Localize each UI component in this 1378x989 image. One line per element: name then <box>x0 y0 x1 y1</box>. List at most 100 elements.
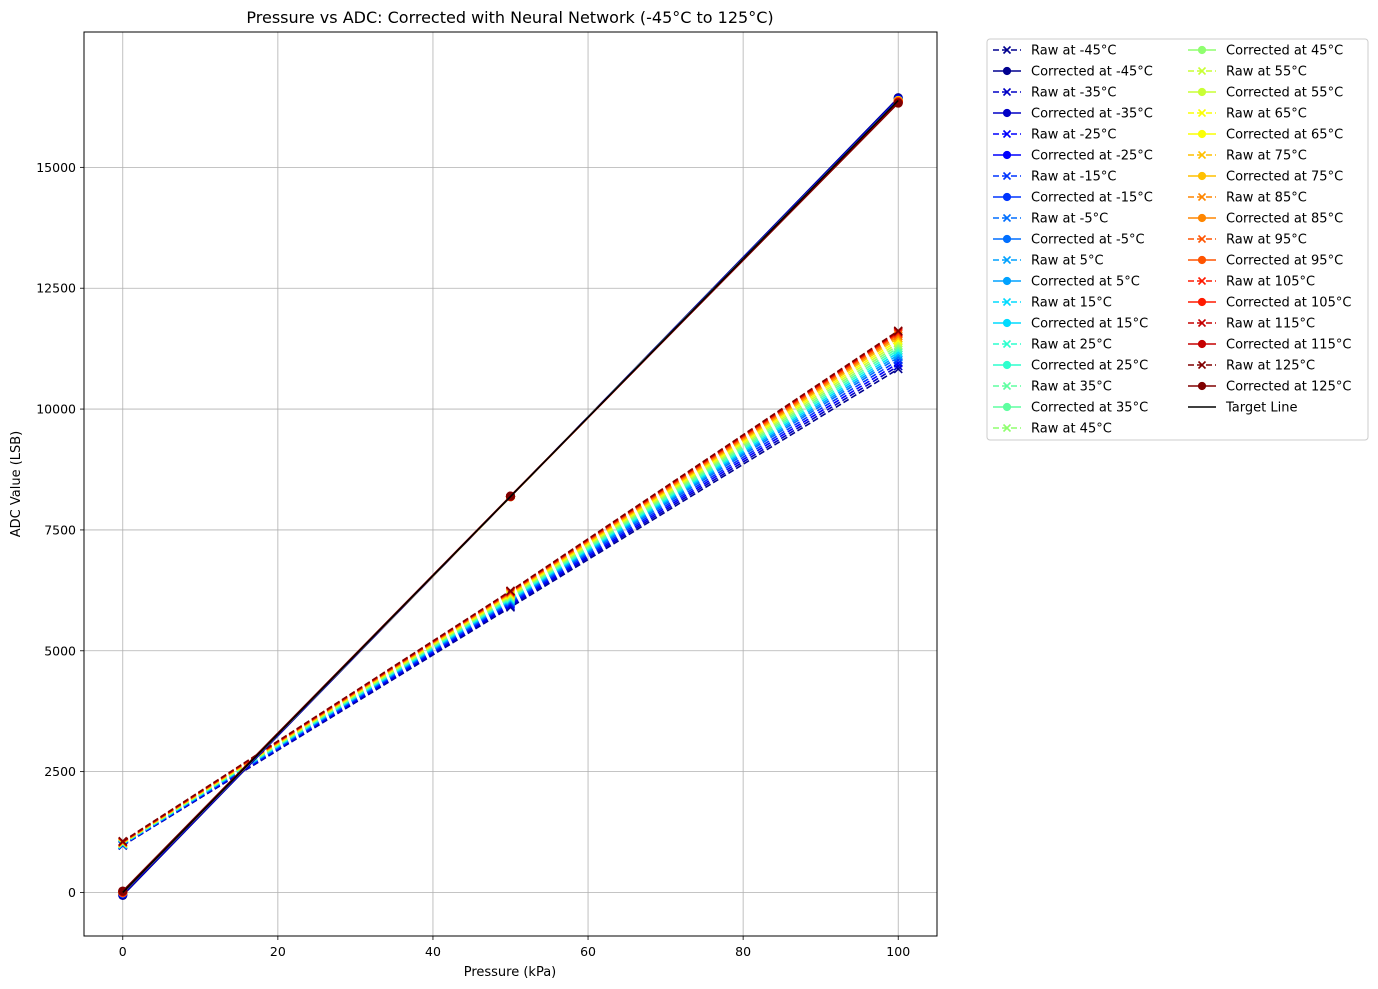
legend-item: Corrected at 5°C <box>993 275 1140 290</box>
chart-title: Pressure vs ADC: Corrected with Neural N… <box>246 8 773 27</box>
legend-frame <box>986 38 1369 441</box>
circle-marker <box>1197 255 1207 265</box>
series-raw <box>118 326 903 846</box>
legend-label: Corrected at -15°C <box>1031 191 1153 206</box>
legend-label: Corrected at 35°C <box>1031 401 1148 416</box>
x-marker <box>1002 381 1012 391</box>
circle-marker <box>1197 297 1207 307</box>
series-line <box>122 330 899 842</box>
y-tick-label: 5000 <box>44 643 76 658</box>
legend-item: Corrected at 25°C <box>993 359 1148 374</box>
x-marker <box>893 326 903 336</box>
x-marker <box>1002 129 1012 139</box>
legend-item: Raw at -35°C <box>993 86 1116 101</box>
legend-item: Raw at 55°C <box>1188 65 1307 80</box>
legend-label: Corrected at -35°C <box>1031 107 1153 122</box>
legend-item: Corrected at 15°C <box>993 317 1148 332</box>
legend-label: Corrected at 75°C <box>1226 170 1343 185</box>
x-tick-label: 40 <box>425 944 441 959</box>
grid-lines <box>84 32 937 936</box>
x-axis: 0 20 40 60 80 100 <box>119 936 910 959</box>
circle-marker <box>1197 339 1207 349</box>
plot-series <box>118 93 903 900</box>
y-tick-label: 10000 <box>36 402 76 417</box>
x-tick-label: 20 <box>270 944 286 959</box>
legend-label: Raw at 115°C <box>1226 317 1315 332</box>
x-marker <box>1197 192 1207 202</box>
legend-label: Corrected at 115°C <box>1226 338 1351 353</box>
circle-marker <box>893 98 903 108</box>
legend-item: Corrected at 65°C <box>1188 128 1343 143</box>
legend-item: Raw at 105°C <box>1188 275 1315 290</box>
x-marker <box>1002 87 1012 97</box>
x-marker <box>505 586 516 596</box>
circle-marker <box>1197 87 1207 97</box>
legend-item: Corrected at 115°C <box>1188 338 1351 353</box>
x-marker <box>1002 255 1012 265</box>
legend-item: Raw at 95°C <box>1188 233 1307 248</box>
y-axis-label: ADC Value (LSB) <box>9 431 24 538</box>
legend-item: Corrected at -25°C <box>993 149 1153 164</box>
circle-marker <box>118 886 128 896</box>
circle-marker <box>1002 66 1012 76</box>
legend-label: Raw at 15°C <box>1031 296 1112 311</box>
x-marker <box>118 836 128 846</box>
x-marker <box>1197 150 1207 160</box>
y-axis: 0 2500 5000 7500 10000 12500 15000 <box>36 160 84 900</box>
legend-label: Raw at -25°C <box>1031 128 1116 143</box>
legend-item: Raw at 35°C <box>993 380 1112 395</box>
x-marker <box>1002 339 1012 349</box>
legend-label: Corrected at 55°C <box>1226 86 1343 101</box>
circle-marker <box>1197 213 1207 223</box>
legend-label: Raw at -15°C <box>1031 170 1116 185</box>
series-line <box>122 99 899 894</box>
legend-label: Raw at -45°C <box>1031 44 1116 59</box>
circle-marker <box>1002 108 1012 118</box>
legend-item: Raw at 5°C <box>993 254 1104 269</box>
x-marker <box>1197 360 1207 370</box>
legend-label: Raw at 125°C <box>1226 359 1315 374</box>
circle-marker <box>1002 402 1012 412</box>
legend-label: Corrected at 85°C <box>1226 212 1343 227</box>
y-tick-label: 12500 <box>36 281 76 296</box>
y-tick-label: 0 <box>68 885 76 900</box>
legend-item: Target Line <box>1188 401 1297 416</box>
x-tick-label: 60 <box>580 944 596 959</box>
circle-marker <box>1197 129 1207 139</box>
circle-marker <box>1002 192 1012 202</box>
legend-label: Raw at 5°C <box>1031 254 1104 269</box>
legend-item: Corrected at -45°C <box>993 65 1153 80</box>
legend-label: Raw at 105°C <box>1226 275 1315 290</box>
series-target <box>122 99 899 894</box>
series-line <box>122 362 899 846</box>
legend-label: Corrected at 105°C <box>1226 296 1351 311</box>
legend-label: Corrected at 45°C <box>1226 44 1343 59</box>
x-marker <box>1197 108 1207 118</box>
legend-label: Corrected at 65°C <box>1226 128 1343 143</box>
circle-marker <box>1197 171 1207 181</box>
legend-item: Corrected at 45°C <box>1188 44 1343 59</box>
legend-label: Raw at 35°C <box>1031 380 1112 395</box>
legend-item: Corrected at 105°C <box>1188 296 1351 311</box>
x-marker <box>1197 318 1207 328</box>
series-line <box>122 349 899 845</box>
legend-label: Raw at -35°C <box>1031 86 1116 101</box>
legend-item: Raw at 75°C <box>1188 149 1307 164</box>
legend-item: Corrected at 95°C <box>1188 254 1343 269</box>
x-marker <box>1197 66 1207 76</box>
legend-item: Raw at 115°C <box>1188 317 1315 332</box>
legend-label: Corrected at 95°C <box>1226 254 1343 269</box>
legend-item: Corrected at 125°C <box>1188 380 1351 395</box>
x-marker <box>1002 171 1012 181</box>
legend: Raw at -45°C Corrected at -45°C Raw at -35… <box>986 38 1369 441</box>
legend-item: Corrected at -35°C <box>993 107 1153 122</box>
x-marker <box>1197 276 1207 286</box>
legend-label: Corrected at -5°C <box>1031 233 1145 248</box>
x-tick-label: 100 <box>886 944 910 959</box>
legend-item: Corrected at -5°C <box>993 233 1145 248</box>
legend-item: Corrected at -15°C <box>993 191 1153 206</box>
legend-label: Raw at 75°C <box>1226 149 1307 164</box>
x-tick-label: 0 <box>119 944 127 959</box>
legend-item: Raw at 25°C <box>993 338 1112 353</box>
